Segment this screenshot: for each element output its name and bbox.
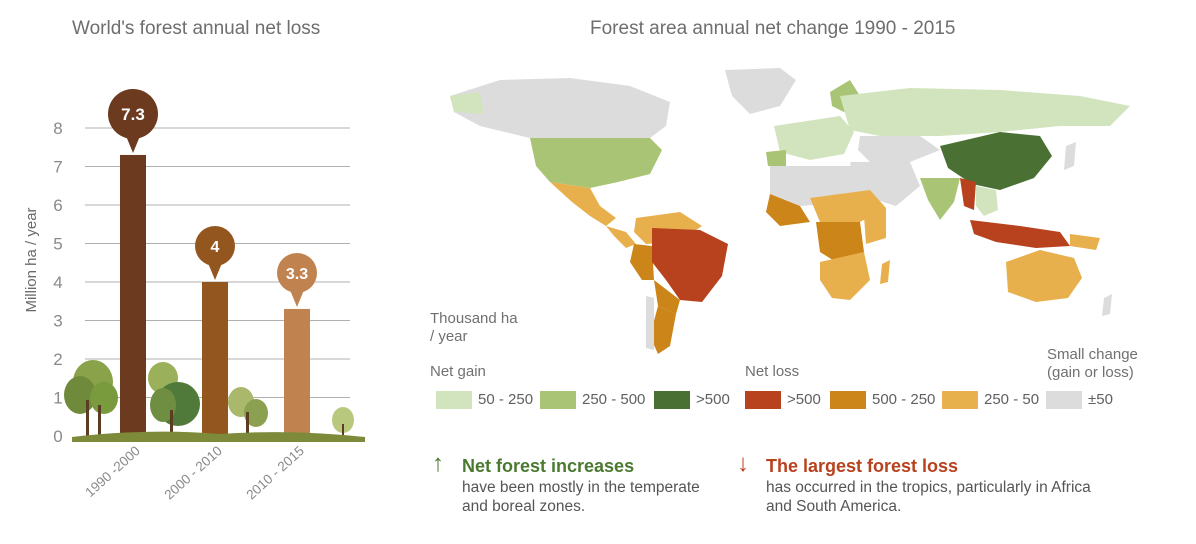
map-australia [1006, 250, 1082, 302]
legend-label-loss-500-250: 500 - 250 [872, 391, 936, 408]
value-bubble-pointer [208, 263, 222, 280]
map-russia [840, 88, 1130, 136]
largest-loss-title: The largest forest loss [766, 456, 959, 476]
legend-net-loss-label: Net loss [745, 363, 800, 380]
map-bolivia-paraguay [654, 280, 680, 314]
map-europe [774, 116, 854, 160]
map-png [1070, 234, 1100, 250]
y-tick-label: 0 [53, 427, 62, 446]
legend-swatch-loss-500-250 [830, 391, 866, 409]
bar-value-label: 7.3 [121, 105, 145, 124]
map-alaska [450, 92, 484, 114]
up-arrow-icon: ↑ [432, 450, 444, 477]
map-east-africa [864, 208, 886, 244]
map-central-asia [858, 136, 940, 162]
largest-loss-text: has occurred in the tropics, particularl… [766, 479, 1091, 515]
legend-unit-label: Thousand ha / year [430, 310, 518, 345]
net-increase-title: Net forest increases [462, 456, 635, 476]
legend-net-gain-label: Net gain [430, 363, 486, 380]
y-tick-label: 7 [53, 158, 62, 177]
map-india [920, 178, 960, 220]
map-congo [816, 222, 864, 262]
map-greenland [725, 68, 796, 114]
map-brazil [652, 228, 728, 302]
legend-label-gain-50-250: 50 - 250 [478, 391, 534, 408]
map-peru [630, 244, 654, 280]
bar [120, 154, 146, 436]
map-indochina [976, 186, 998, 216]
map-madagascar [880, 260, 890, 284]
legend-label-gain-500: >500 [696, 391, 730, 408]
net-increase-text: have been mostly in the temperate and bo… [462, 479, 700, 515]
map-canada [450, 78, 670, 140]
y-tick-label: 8 [53, 119, 62, 138]
map-china [940, 132, 1052, 190]
map-title: Forest area annual net change 1990 - 201… [590, 18, 956, 39]
legend-label-loss-250-50: 250 - 50 [984, 391, 1040, 408]
x-category-label: 2010 - 2015 [243, 443, 307, 502]
bar-chart: 0 1 2 3 4 5 6 7 8 Million ha / year 7.3 1990 -2000 4… [23, 88, 365, 502]
map-chile [646, 296, 654, 350]
y-tick-label: 1 [53, 389, 62, 408]
legend-swatch-loss-250-50 [942, 391, 978, 409]
bar [202, 282, 228, 436]
legend-label-small-change: ±50 [1088, 391, 1113, 408]
legend-swatch-gain-250-500 [540, 391, 576, 409]
map-mexico [550, 182, 616, 226]
legend-small-change-label: Small change (gain or loss) [1047, 346, 1138, 381]
tree-small [332, 407, 354, 437]
bars [120, 154, 310, 436]
value-bubble [277, 252, 317, 293]
map-usa [530, 138, 662, 188]
legend-swatch-gain-50-250 [436, 391, 472, 409]
legend-swatch-loss-500 [745, 391, 781, 409]
tree-group-middle [148, 362, 200, 436]
value-bubble-pointer [126, 135, 140, 153]
x-category-label: 1990 -2000 [82, 443, 143, 500]
map-sahel [810, 190, 886, 222]
bar-value-label: 3.3 [286, 266, 308, 283]
world-map [450, 68, 1130, 354]
map-southern-africa [820, 252, 870, 300]
down-arrow-icon: ↓ [737, 450, 749, 477]
map-japan [1064, 142, 1076, 170]
map-argentina [650, 306, 676, 354]
legend-swatch-small-change [1046, 391, 1082, 409]
x-category-label: 2000 - 2010 [161, 443, 225, 502]
ground [72, 431, 365, 442]
y-tick-label: 6 [53, 196, 62, 215]
y-axis-label: Million ha / year [23, 207, 40, 312]
tree-illustrations [64, 360, 354, 437]
tree-group-right [228, 387, 268, 436]
value-bubble-pointer [290, 289, 304, 307]
map-indonesia [970, 220, 1070, 248]
y-tick-label: 3 [53, 312, 62, 331]
value-bubble [108, 88, 158, 139]
legend-swatch-gain-500 [654, 391, 690, 409]
map-central-america [606, 226, 636, 248]
bar [284, 308, 310, 436]
map-myanmar [960, 178, 976, 210]
map-west-africa [766, 194, 810, 226]
y-tick-label: 2 [53, 350, 62, 369]
legend-label-loss-500: >500 [787, 391, 821, 408]
y-tick-label: 4 [53, 273, 62, 292]
map-new-zealand [1102, 294, 1112, 316]
bar-chart-title: World's forest annual net loss [72, 18, 321, 39]
tree-group-left [64, 360, 118, 436]
y-tick-label: 5 [53, 235, 62, 254]
value-bubble [195, 226, 235, 266]
bar-value-label: 4 [211, 239, 220, 256]
map-spain [766, 150, 786, 166]
legend-label-gain-250-500: 250 - 500 [582, 391, 646, 408]
